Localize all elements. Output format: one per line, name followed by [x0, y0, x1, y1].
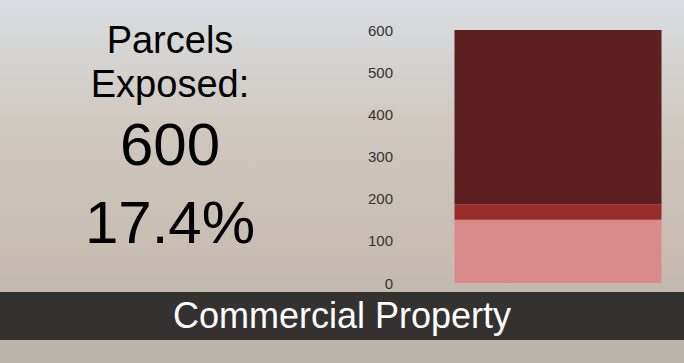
svg-text:100: 100 [368, 232, 393, 249]
html-text:17.4%: 17.4% [84, 189, 256, 256]
svg-text:300: 300 [368, 148, 393, 165]
svg-text:600: 600 [368, 22, 393, 39]
svg-text:400: 400 [368, 106, 393, 123]
html-text:Commercial Property: Commercial Property [173, 295, 511, 336]
svg-text:500: 500 [368, 64, 393, 81]
svg-text:0: 0 [385, 275, 393, 292]
svg-text:200: 200 [368, 190, 393, 207]
html-text:Parcels Exposed:: Parcels Exposed: [90, 19, 250, 105]
html-text:600: 600 [119, 111, 220, 178]
